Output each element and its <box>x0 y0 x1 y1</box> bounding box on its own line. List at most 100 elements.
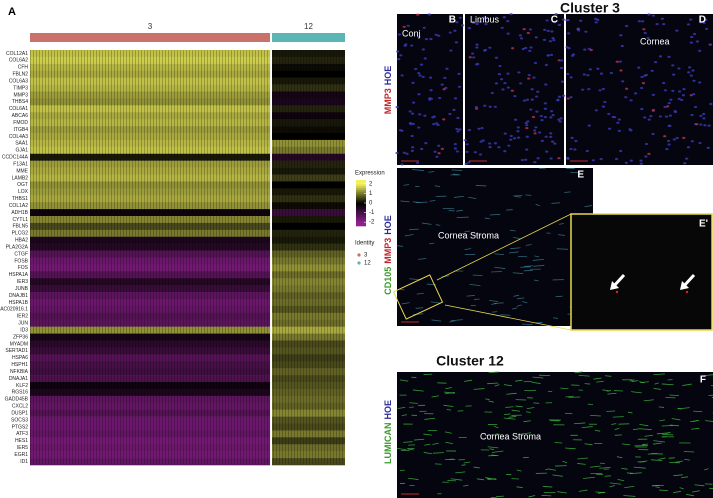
fiber <box>515 405 523 408</box>
nucleus <box>445 67 449 70</box>
nucleus <box>557 157 561 160</box>
nucleus <box>689 18 693 21</box>
nucleus <box>677 90 682 93</box>
nucleus <box>540 118 544 122</box>
nucleus <box>478 153 483 156</box>
nucleus <box>457 85 462 88</box>
nucleus <box>641 81 646 85</box>
fiber <box>416 292 424 295</box>
nucleus <box>442 88 446 91</box>
nucleus <box>561 94 566 97</box>
fiber <box>623 495 636 497</box>
fiber <box>450 319 463 322</box>
fiber <box>542 485 553 488</box>
nucleus <box>646 36 650 40</box>
gene-label: PLCG2 <box>12 231 29 237</box>
gene-label: PLA2G2A <box>6 244 29 250</box>
fiber <box>489 300 499 302</box>
nucleus <box>675 136 679 140</box>
nucleus <box>475 63 479 66</box>
fiber <box>434 185 441 187</box>
colorbar-label: 0 <box>369 201 373 207</box>
nucleus <box>458 16 462 19</box>
nucleus <box>689 41 693 44</box>
nucleus <box>533 132 537 135</box>
nucleus <box>690 140 694 143</box>
colorbar-step <box>356 181 366 185</box>
fiber <box>533 264 545 267</box>
gene-label: JUN <box>18 321 28 327</box>
nucleus <box>581 88 585 91</box>
image-letter: E <box>577 170 584 181</box>
fiber <box>409 228 419 231</box>
fiber <box>551 202 560 204</box>
fiber <box>642 443 648 445</box>
nucleus <box>419 63 424 66</box>
nucleus <box>653 61 658 64</box>
nucleus <box>488 105 492 108</box>
fiber <box>491 450 504 453</box>
gene-label: GJA1 <box>15 148 28 154</box>
nucleus <box>400 129 404 132</box>
nucleus <box>672 138 676 141</box>
gene-label: EGR1 <box>14 452 28 458</box>
nucleus <box>573 148 577 151</box>
fiber <box>444 431 452 434</box>
fiber <box>654 382 659 385</box>
nucleus <box>637 20 641 23</box>
gene-label: FBLN5 <box>12 224 28 230</box>
nucleus <box>651 108 655 112</box>
nucleus <box>411 122 415 125</box>
nucleus <box>677 97 681 101</box>
nucleus <box>669 98 673 101</box>
nucleus <box>509 13 513 16</box>
nucleus <box>651 132 655 136</box>
image-letter: F <box>700 375 706 386</box>
signal <box>615 290 619 294</box>
nucleus <box>519 82 523 85</box>
nucleus <box>544 63 548 67</box>
nucleus <box>477 127 481 130</box>
fiber <box>617 479 625 482</box>
nucleus <box>402 25 406 28</box>
nucleus <box>532 76 536 79</box>
nucleus <box>574 139 578 143</box>
fiber <box>508 251 519 254</box>
fiber <box>525 244 532 246</box>
nucleus <box>624 96 628 99</box>
fiber <box>652 442 662 445</box>
nucleus <box>596 67 600 70</box>
fiber <box>404 234 414 237</box>
fiber <box>476 478 485 481</box>
colorbar-step <box>356 183 366 187</box>
fiber <box>464 379 473 382</box>
nucleus <box>454 41 459 44</box>
fiber <box>513 294 520 297</box>
fiber <box>512 272 524 274</box>
gene-label: COL4A3 <box>9 134 28 140</box>
fiber <box>401 302 410 305</box>
nucleus <box>689 94 693 97</box>
fiber <box>411 376 417 379</box>
nucleus <box>549 110 554 113</box>
nucleus <box>460 24 465 27</box>
image-letter: D <box>699 15 706 26</box>
gene-label: CTGF <box>14 251 28 257</box>
nucleus <box>680 98 684 102</box>
nucleus <box>594 21 598 24</box>
nucleus <box>628 128 632 131</box>
nucleus <box>535 95 539 98</box>
fiber <box>560 387 569 390</box>
fiber <box>510 247 521 250</box>
nucleus <box>437 144 441 147</box>
fiber <box>658 406 665 408</box>
gene-label: DNAJA1 <box>9 376 28 382</box>
fiber <box>584 443 593 446</box>
fiber <box>424 417 436 420</box>
nucleus <box>536 157 540 160</box>
nucleus <box>557 118 561 121</box>
nucleus <box>524 46 528 50</box>
fiber <box>514 195 521 198</box>
nucleus <box>488 46 492 49</box>
nucleus <box>544 135 548 138</box>
